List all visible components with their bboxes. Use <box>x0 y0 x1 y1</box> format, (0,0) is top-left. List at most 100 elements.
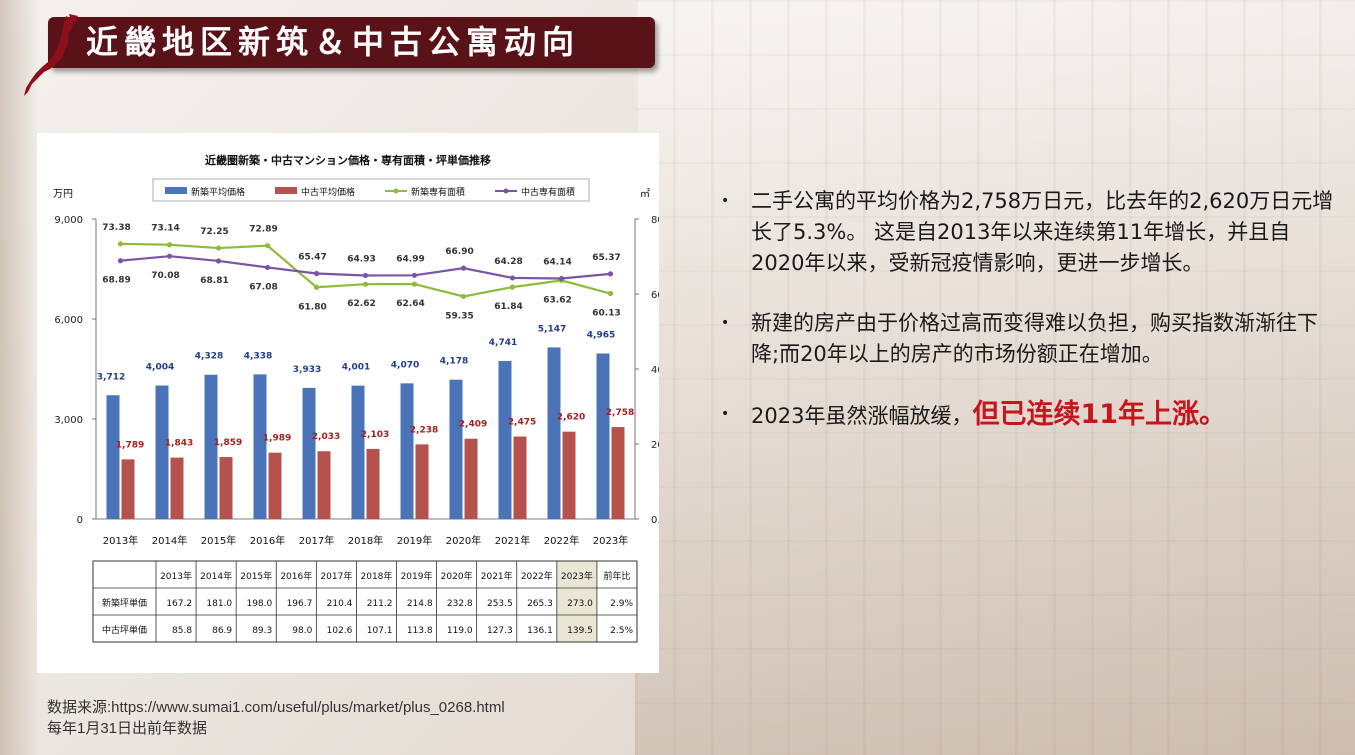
table-cell: 211.2 <box>367 599 393 609</box>
line-data-label: 64.93 <box>347 255 375 265</box>
bar-data-label: 2,475 <box>508 418 536 428</box>
table-cell: 2.9% <box>610 599 633 609</box>
x-tick-label: 2022年 <box>544 534 579 547</box>
bar <box>415 444 429 519</box>
right-tick-label: 60.00 <box>651 290 659 301</box>
table-cell: 127.3 <box>487 626 513 636</box>
line-point <box>460 265 467 271</box>
line-data-label: 62.62 <box>347 299 375 309</box>
table-cell: 136.1 <box>527 626 553 636</box>
table-cell: 113.8 <box>407 626 433 636</box>
bar-data-label: 4,338 <box>244 351 272 361</box>
legend-label: 中古専有面積 <box>521 186 575 198</box>
chart-card: 近畿圏新築・中古マンション価格・専有面積・坪単価推移 万円 ㎡ 新築平均価格 中古平均価… <box>37 133 659 673</box>
line-data-label: 65.47 <box>298 252 326 262</box>
bullet-list: • 二手公寓的平均价格为2,758万日元，比去年的2,620万日元增长了5.3%… <box>717 186 1337 432</box>
line-point <box>558 275 565 282</box>
bar-data-label: 2,103 <box>361 430 389 440</box>
bar-data-label: 5,147 <box>538 324 566 334</box>
bar-data-label: 2,033 <box>312 432 340 442</box>
data-source: 数据来源:https://www.sumai1.com/useful/plus/… <box>47 697 505 739</box>
table-highlight-column <box>556 561 597 642</box>
bullet-highlight: 但已连续11年上涨。 <box>972 399 1227 430</box>
table-header-cell: 2013年 <box>160 570 192 582</box>
table-header-cell: 2021年 <box>481 570 513 582</box>
right-axis-unit: ㎡ <box>640 188 650 200</box>
bar-data-label: 2,620 <box>557 413 585 423</box>
legend-box <box>152 178 590 202</box>
bullet-dot-icon: • <box>721 193 730 209</box>
x-tick-label: 2017年 <box>299 534 334 547</box>
bar-data-label: 4,004 <box>146 363 174 373</box>
line-data-label: 73.14 <box>151 224 179 234</box>
bar <box>302 387 316 519</box>
bar <box>400 383 414 519</box>
right-tick-label: 40.00 <box>651 365 659 376</box>
line-data-label: 66.90 <box>445 247 473 257</box>
bar <box>170 457 184 519</box>
left-tick-label: 6,000 <box>54 315 83 326</box>
line-point <box>166 253 173 259</box>
line-data-label: 60.13 <box>592 309 620 319</box>
line-point <box>264 243 271 249</box>
bullet-item: • 二手公寓的平均价格为2,758万日元，比去年的2,620万日元增长了5.3%… <box>717 186 1337 279</box>
line-data-label: 59.35 <box>445 311 473 321</box>
line-data-label: 68.89 <box>102 276 130 286</box>
line-data-label: 64.99 <box>396 254 424 264</box>
table-header-cell: 2016年 <box>280 570 312 582</box>
bullet-text: 新建的房产由于价格过高而变得难以负担，购买指数渐渐往下降;而20年以上的房产的市… <box>751 311 1318 366</box>
bar-data-label: 2,238 <box>410 425 438 435</box>
line-data-label: 73.38 <box>102 223 130 233</box>
right-tick-label: 20.00 <box>651 440 659 451</box>
left-tick-label: 3,000 <box>54 415 83 426</box>
line-point <box>607 271 614 277</box>
bar <box>351 385 365 519</box>
bullet-dot-icon: • <box>721 406 730 422</box>
line-point <box>313 270 320 277</box>
table-cell: 102.6 <box>327 626 353 636</box>
bar-data-label: 4,741 <box>489 338 517 348</box>
bar-data-label: 2,409 <box>459 420 487 430</box>
table-header-cell: 2014年 <box>200 570 232 582</box>
legend-swatch <box>275 187 297 194</box>
japan-map-icon <box>24 14 78 96</box>
table-cell: 167.2 <box>166 599 192 609</box>
line-point <box>509 275 516 281</box>
line-data-label: 70.08 <box>151 271 179 281</box>
bar <box>513 436 527 519</box>
legend-label: 新築平均価格 <box>191 186 245 198</box>
table-header-cell: 2018年 <box>361 570 393 582</box>
bar <box>449 379 463 519</box>
bar <box>317 451 331 519</box>
bar <box>219 457 233 519</box>
bullet-item: • 2023年虽然涨幅放缓，但已连续11年上涨。 <box>717 399 1337 432</box>
table-cell: 98.0 <box>292 626 312 636</box>
bar <box>498 360 512 519</box>
x-tick-label: 2013年 <box>103 534 138 547</box>
bar-data-label: 1,843 <box>165 439 193 449</box>
bar <box>464 438 478 519</box>
x-tick-label: 2015年 <box>201 534 236 547</box>
line-data-label: 61.80 <box>298 302 326 312</box>
bar <box>547 347 561 519</box>
table-cell: 85.8 <box>172 626 192 636</box>
bar-data-label: 3,712 <box>97 372 125 382</box>
source-note: 每年1月31日出前年数据 <box>47 720 208 737</box>
bullet-text: 2023年虽然涨幅放缓， <box>751 404 973 428</box>
bar <box>596 353 610 519</box>
left-tick-label: 0 <box>77 515 83 526</box>
line-data-label: 72.25 <box>200 227 228 237</box>
legend-label: 中古平均価格 <box>301 186 355 198</box>
bar-data-label: 2,758 <box>606 408 634 418</box>
table-cell: 196.7 <box>287 599 313 609</box>
table-cell: 107.1 <box>367 626 393 636</box>
line-point <box>215 258 222 264</box>
line-data-label: 61.84 <box>494 302 522 312</box>
bar <box>611 427 625 519</box>
bar <box>268 452 282 519</box>
table-cell: 89.3 <box>252 626 272 636</box>
line-point <box>362 272 369 279</box>
source-url: 数据来源:https://www.sumai1.com/useful/plus/… <box>47 699 505 716</box>
table-header-cell: 2015年 <box>240 570 272 582</box>
